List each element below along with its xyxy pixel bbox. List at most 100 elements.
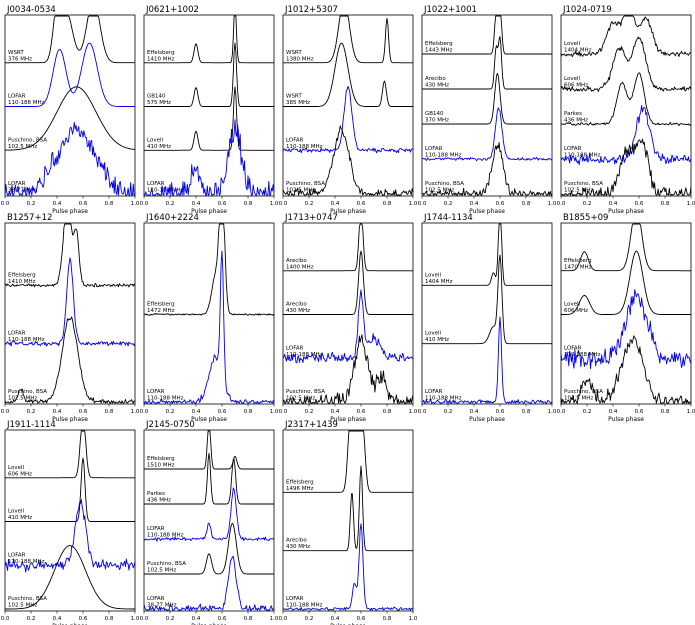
x-tick-label: 0.4 [609, 201, 618, 207]
series-frequency: 1404 MHz [425, 279, 453, 285]
profile-line-lofar [143, 555, 275, 611]
panel-title: J1911-1114 [6, 420, 56, 430]
series-telescope: Lovell [8, 509, 24, 515]
profile-line-lofar [4, 499, 136, 573]
x-tick-label: 0.6 [496, 409, 505, 415]
profile-line-lofar [421, 107, 553, 162]
series-telescope: Puschino, BSA [8, 137, 47, 143]
series-telescope: LOFAR [286, 137, 304, 143]
series-label: WSRT 1380 MHz [286, 50, 314, 63]
series-label: LOFAR 110-188 MHz [286, 596, 323, 609]
profile-line-ref [144, 15, 274, 64]
series-frequency: 102.5 MHz [564, 396, 593, 402]
profile-line-lofar [282, 523, 414, 611]
series-telescope: LOFAR [8, 181, 26, 187]
panel-j0621-1002: J0621+1002 0.0 0.2 0.4 0.6 0.8 1.0 Pulse phase E… [140, 5, 279, 215]
series-label: Effelsberg 1496 MHz [286, 479, 314, 492]
panel-frame [143, 429, 275, 612]
series-frequency: 606 MHz [564, 83, 588, 89]
series-label: Effelsberg 1410 MHz [8, 272, 36, 285]
profile-line-ref [283, 250, 413, 315]
x-tick-label: 0.0 [279, 616, 288, 622]
series-label: LOFAR 110-188 MHz [147, 389, 184, 402]
profile-line-ref [5, 545, 135, 610]
series-label: Puschino, BSA 102.5 MHz [8, 596, 47, 609]
series-telescope: Lovell [147, 137, 163, 143]
series-label: Lovell 1404 MHz [564, 41, 592, 54]
series-frequency: 110-188 MHz [286, 603, 323, 609]
series-frequency: 102.5 MHz [425, 188, 454, 194]
series-frequency: 1496 MHz [286, 486, 314, 492]
x-tick-label: 0.4 [331, 616, 340, 622]
series-telescope: Lovell [564, 76, 580, 82]
x-axis-label: Pulse phase [330, 416, 366, 423]
x-tick-label: 0.4 [470, 409, 479, 415]
x-tick-label: 0.2 [583, 409, 592, 415]
x-tick-label: 0.2 [27, 201, 36, 207]
x-tick-label: 1.0 [687, 201, 695, 207]
x-axis-label: Pulse phase [191, 623, 227, 625]
panel-title: J1022+1001 [423, 5, 477, 15]
x-tick-label: 0.6 [79, 409, 88, 415]
series-telescope: Parkes [564, 111, 582, 117]
x-tick-label: 0.0 [1, 409, 10, 415]
x-tick-label: 0.4 [470, 201, 479, 207]
series-label: LOFAR 38-77 MHz [147, 596, 177, 609]
profile-line-ref [560, 138, 692, 196]
series-label: Puschino, BSA 102.5 MHz [8, 137, 47, 150]
x-axis-label: Pulse phase [52, 208, 88, 215]
x-tick-label: 0.2 [27, 616, 36, 622]
panel-title: J2317+1439 [284, 420, 338, 430]
x-tick-label: 1.0 [270, 201, 279, 207]
panel-b1855-09: B1855+09 0.0 0.2 0.4 0.6 0.8 1.0 Pulse phase Eff… [557, 213, 695, 423]
x-tick-label: 0.4 [331, 201, 340, 207]
x-tick-label: 0.0 [557, 201, 566, 207]
series-label: WSRT 385 MHz [286, 94, 310, 107]
series-frequency: 110-188 MHz [425, 153, 462, 159]
panel-frame [4, 222, 136, 405]
x-axis-label: Pulse phase [608, 208, 644, 215]
series-label: Parkes 436 MHz [564, 111, 588, 124]
x-tick-label: 1.0 [409, 616, 418, 622]
x-tick-label: 0.4 [53, 201, 62, 207]
series-frequency: 1472 MHz [147, 308, 175, 314]
x-tick-label: 1.0 [270, 616, 279, 622]
x-tick-label: 0.8 [383, 616, 392, 622]
series-telescope: Puschino, BSA [425, 181, 464, 187]
series-frequency: 606 MHz [8, 471, 32, 477]
profile-line-ref [144, 452, 274, 505]
x-axis-label: Pulse phase [608, 416, 644, 423]
panel-j1022-1001: J1022+1001 0.0 0.2 0.4 0.6 0.8 1.0 Pulse phase E… [418, 5, 557, 215]
series-label: Parkes 436 MHz [147, 491, 171, 504]
x-tick-label: 0.0 [140, 201, 149, 207]
x-axis-label: Pulse phase [330, 623, 366, 625]
series-telescope: WSRT [286, 94, 302, 100]
series-label: Arecibo 430 MHz [425, 76, 449, 89]
series-label: Puschino, BSA 102.5 MHz [147, 561, 186, 574]
series-label: Puschino, BSA 102.5 MHz [425, 181, 464, 194]
series-frequency: 410 MHz [8, 515, 32, 521]
series-telescope: Arecibo [286, 302, 307, 308]
series-label: LOFAR 110-188 MHz [147, 526, 184, 539]
series-label: Lovell 606 MHz [564, 76, 588, 89]
panel-title: J2145-0750 [145, 420, 195, 430]
series-label: LOFAR 38-77 MHz [8, 181, 38, 194]
series-telescope: Lovell [425, 331, 441, 337]
series-frequency: 436 MHz [147, 498, 171, 504]
series-telescope: LOFAR [286, 596, 304, 602]
series-frequency: 110-188 MHz [8, 100, 45, 106]
profile-line-lofar [560, 289, 692, 370]
panel-title: J1744-1134 [423, 213, 473, 223]
x-tick-label: 0.8 [244, 201, 253, 207]
panel-j1012-5307: J1012+5307 0.0 0.2 0.4 0.6 0.8 1.0 Pulse phase W… [279, 5, 418, 215]
panel-j1713-0747: J1713+0747 0.0 0.2 0.4 0.6 0.8 1.0 Pulse phase A… [279, 213, 418, 423]
series-label: LOFAR 110-188 MHz [286, 345, 323, 358]
panel-title: J1012+5307 [284, 5, 338, 15]
series-label: Arecibo 430 MHz [286, 302, 310, 315]
series-frequency: 430 MHz [425, 83, 449, 89]
panel-frame [4, 14, 136, 197]
series-frequency: 102.5 MHz [8, 144, 37, 150]
series-label: Lovell 606 MHz [8, 465, 32, 478]
profile-line-lofar [144, 119, 275, 196]
series-telescope: Puschino, BSA [8, 389, 47, 395]
